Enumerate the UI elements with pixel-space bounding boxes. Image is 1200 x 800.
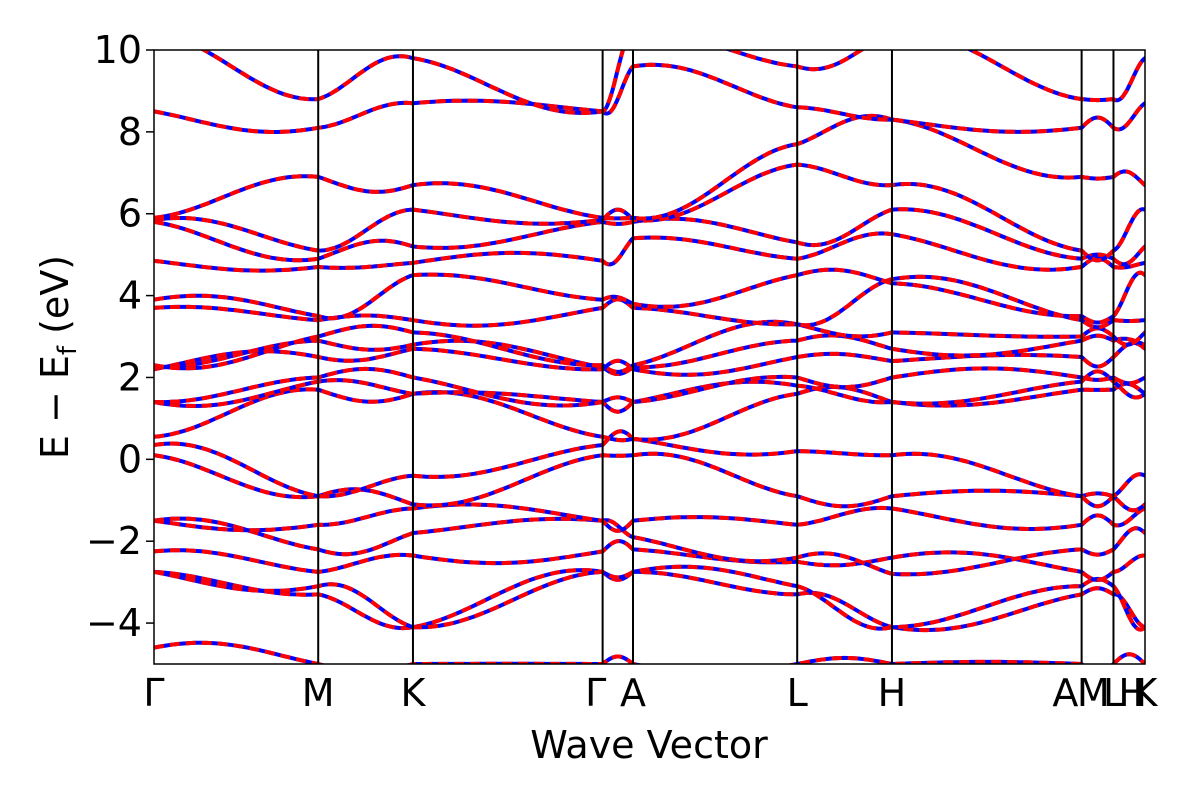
band-line-spin-down <box>154 568 1145 633</box>
band-line-spin-up <box>154 640 1145 664</box>
band-line-spin-down <box>154 451 1145 513</box>
band-line-spin-up <box>154 231 1145 273</box>
y-tick-label: −4 <box>86 601 142 645</box>
band-line-spin-down <box>154 113 1145 221</box>
band-line-spin-down <box>154 319 1145 374</box>
y-tick-label: 8 <box>118 110 142 154</box>
band-line-spin-up <box>154 319 1145 374</box>
x-axis-label: Wave Vector <box>530 723 768 767</box>
x-tick-label: A <box>620 671 646 715</box>
x-tick-label: K <box>1133 671 1159 715</box>
y-tick-label: 6 <box>118 192 142 236</box>
y-axis-label: E − Ef (eV) <box>33 255 83 459</box>
band-line-spin-down <box>199 50 1145 115</box>
y-tick-label: 2 <box>118 355 142 399</box>
band-line-spin-down <box>154 231 1145 273</box>
band-line-spin-down <box>154 274 1145 330</box>
x-tick-label: H <box>878 671 907 715</box>
band-line-spin-down <box>154 366 1145 408</box>
band-line-spin-down <box>154 162 1145 263</box>
band-line-spin-down <box>154 539 1145 582</box>
band-line-spin-down <box>154 516 1145 577</box>
band-line-spin-down <box>154 62 1145 134</box>
band-line-spin-down <box>154 429 1145 509</box>
band-line-spin-up <box>199 50 1145 115</box>
band-line-spin-down <box>154 381 1145 443</box>
band-line-spin-down <box>154 267 1145 325</box>
y-tick-label: 4 <box>118 274 142 318</box>
x-tick-label: H <box>1118 671 1147 715</box>
band-line-spin-up <box>154 451 1145 513</box>
high-symmetry-lines <box>317 50 1115 664</box>
y-tick-label: −2 <box>86 519 142 563</box>
x-tick-label: K <box>400 671 426 715</box>
x-tick-label: M <box>302 671 335 715</box>
x-tick-label: A <box>1052 671 1078 715</box>
band-line-spin-up <box>154 568 1145 633</box>
band-line-spin-down <box>154 340 1145 377</box>
band-line-spin-down <box>154 369 1145 414</box>
band-line-spin-up <box>154 207 1145 267</box>
x-tick-label: L <box>787 671 808 715</box>
x-tick-label: Γ <box>143 671 164 715</box>
band-lines <box>154 50 1145 664</box>
x-tick-label: M <box>1077 671 1110 715</box>
y-axis-ticks: −4 −2 0 2 4 6 8 10 <box>86 28 154 645</box>
band-line-spin-down <box>154 502 1145 533</box>
y-tick-label: 10 <box>94 28 142 72</box>
x-tick-label: Γ <box>585 671 606 715</box>
band-line-spin-down <box>154 640 1145 664</box>
x-tick-label: L <box>1103 671 1124 715</box>
plot-frame <box>153 49 1146 665</box>
band-line-spin-down <box>154 564 1145 632</box>
band-line-spin-up <box>154 381 1145 443</box>
y-tick-label: 0 <box>118 437 142 481</box>
band-line-spin-down <box>154 333 1145 376</box>
